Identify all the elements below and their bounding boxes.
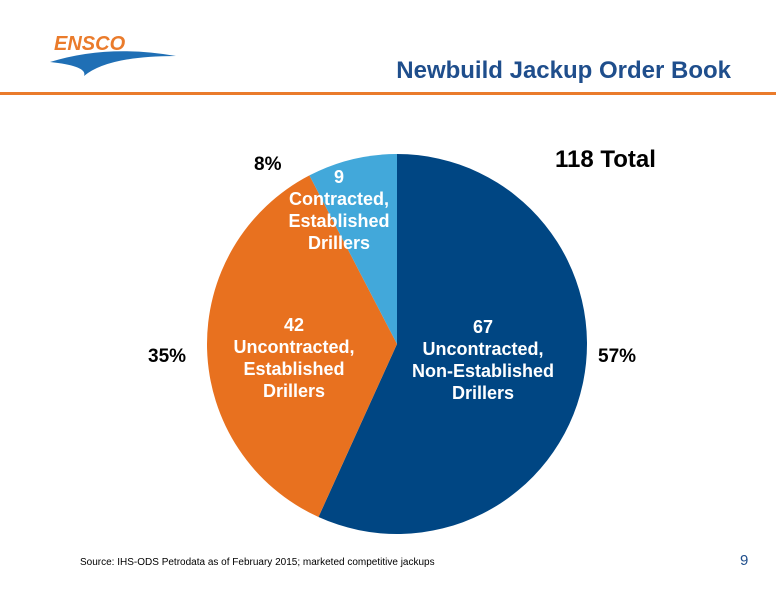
percent-label-uncontracted-established: 35%: [148, 346, 187, 367]
total-label: 118 Total: [555, 146, 656, 173]
slice-uncontracted-non-established: [318, 154, 587, 534]
slice-value: 42: [283, 315, 305, 335]
slice-label-line: Drillers: [262, 381, 326, 401]
slice-label-line: Uncontracted,: [422, 339, 544, 359]
slice-label-line: Established: [243, 359, 345, 379]
slice-label-uncontracted-established: 42 Uncontracted, Established Drillers: [224, 314, 364, 402]
slice-label-uncontracted-non-established: 67 Uncontracted, Non-Established Driller…: [408, 316, 558, 404]
logo-swoosh: [50, 51, 176, 76]
percent-label-uncontracted-non-established: 57%: [598, 346, 637, 367]
page-title: Newbuild Jackup Order Book: [396, 57, 731, 84]
slice-value: 67: [472, 317, 494, 337]
slice-label-line: Contracted,: [288, 189, 389, 209]
slice-label-line: Drillers: [307, 233, 371, 253]
slice-value: 9: [333, 167, 344, 187]
ensco-logo: ENSCO: [50, 33, 176, 76]
percent-label-contracted-established: 8%: [254, 154, 282, 175]
slice-contracted-established: [309, 154, 397, 344]
page-number: 9: [740, 552, 749, 569]
slice-label-line: Uncontracted,: [233, 337, 355, 357]
source-note: Source: IHS-ODS Petrodata as of February…: [80, 557, 435, 568]
logo-wordmark: ENSCO: [54, 33, 126, 55]
slice-label-line: Drillers: [451, 383, 515, 403]
slice-label-line: Non-Established: [411, 361, 554, 381]
header-divider: [0, 92, 776, 95]
slice-uncontracted-established: [206, 175, 397, 518]
slice-label-line: Established: [288, 211, 390, 231]
slice-label-contracted-established: 9 Contracted, Established Drillers: [280, 166, 398, 254]
